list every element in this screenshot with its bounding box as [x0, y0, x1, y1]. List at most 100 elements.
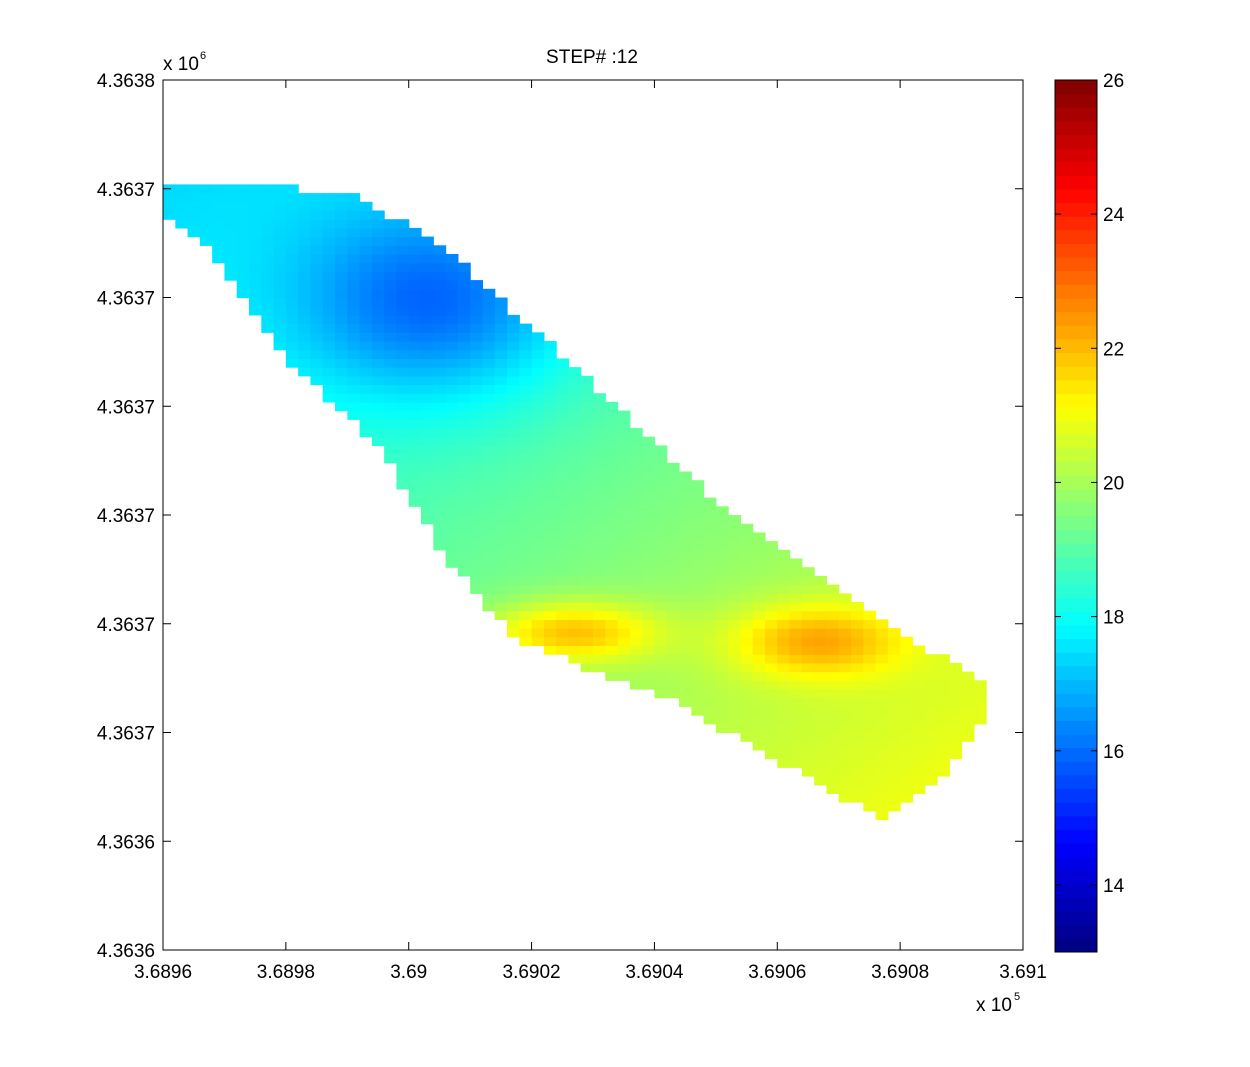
heatmap-cell — [249, 297, 262, 307]
heatmap-cell — [679, 689, 692, 699]
heatmap-cell — [765, 749, 778, 760]
heatmap-cell — [396, 306, 410, 316]
heatmap-cell — [445, 488, 459, 499]
heatmap-cell — [580, 541, 594, 551]
heatmap-cell — [298, 323, 312, 333]
heatmap-cell — [580, 532, 594, 542]
heatmap-cell — [777, 732, 791, 742]
heatmap-cell — [470, 297, 484, 307]
heatmap-cell — [703, 506, 717, 516]
heatmap-cell — [580, 393, 594, 403]
heatmap-cell — [310, 314, 324, 325]
heatmap-cell — [359, 367, 373, 377]
heatmap-cell — [863, 767, 877, 777]
heatmap-cell — [691, 549, 705, 560]
heatmap-cell — [494, 602, 508, 612]
heatmap-cell — [580, 558, 594, 568]
heatmap-cell — [494, 393, 508, 403]
heatmap-cell — [752, 541, 766, 551]
heatmap-cell — [408, 314, 422, 325]
heatmap-cell — [789, 689, 803, 699]
heatmap-cell — [642, 575, 656, 586]
heatmap-cell — [728, 610, 742, 620]
heatmap-cell — [310, 349, 324, 359]
heatmap-cell — [371, 410, 385, 420]
heatmap-cell — [740, 689, 754, 699]
heatmap-cell — [691, 697, 705, 707]
heatmap-cell — [629, 584, 643, 594]
heatmap-cell — [396, 349, 410, 359]
heatmap-cell — [777, 671, 791, 681]
heatmap-cell — [494, 436, 508, 446]
heatmap-cell — [654, 523, 668, 533]
heatmap-cell — [347, 245, 361, 255]
heatmap-cell — [310, 306, 324, 316]
heatmap-cell — [814, 628, 828, 638]
x-axis-multiplier: x 10 5 — [976, 991, 1020, 1016]
heatmap-cell — [310, 210, 324, 220]
heatmap-cell — [777, 558, 791, 568]
heatmap-cell — [593, 454, 606, 464]
heatmap-cell — [359, 410, 373, 420]
heatmap-cell — [593, 436, 606, 446]
heatmap-cell — [322, 323, 336, 333]
heatmap-cell — [752, 619, 766, 629]
heatmap-cell — [482, 558, 496, 568]
heatmap-cell — [814, 697, 828, 707]
heatmap-cell — [261, 314, 275, 325]
heatmap-cell — [543, 523, 557, 533]
heatmap-cell — [937, 680, 950, 690]
heatmap-cell — [617, 454, 631, 464]
heatmap-cell — [703, 715, 717, 725]
heatmap-cell — [556, 549, 570, 560]
heatmap-cell — [924, 689, 938, 699]
heatmap-cell — [507, 332, 520, 342]
heatmap-cell — [310, 280, 324, 290]
heatmap-cell — [470, 341, 484, 351]
heatmap-cell — [617, 567, 631, 577]
heatmap-cell — [543, 410, 557, 420]
heatmap-cell — [457, 306, 471, 316]
heatmap-cell — [445, 401, 459, 412]
heatmap-cell — [801, 680, 815, 690]
heatmap-cell — [666, 610, 680, 620]
heatmap-cell — [777, 758, 791, 768]
heatmap-cell — [396, 280, 410, 290]
heatmap-cell — [887, 741, 901, 751]
colorbar-strip — [1055, 311, 1097, 326]
heatmap-cell — [629, 523, 643, 533]
heatmap-cell — [703, 541, 717, 551]
heatmap-cell — [310, 201, 324, 212]
heatmap-cell — [224, 219, 238, 229]
heatmap-cell — [605, 593, 619, 603]
heatmap-cell — [457, 280, 471, 290]
heatmap-cell — [408, 401, 422, 412]
colorbar-strip — [1055, 652, 1097, 667]
heatmap-cell — [543, 541, 557, 551]
heatmap-cell — [470, 280, 484, 290]
heatmap-cell — [617, 462, 631, 473]
heatmap-cell — [728, 628, 742, 638]
heatmap-cell — [531, 367, 545, 377]
heatmap-cell — [396, 428, 410, 438]
heatmap-cell — [298, 210, 312, 220]
heatmap-cell — [261, 245, 275, 255]
heatmap-cell — [433, 506, 447, 516]
heatmap-cell — [777, 575, 791, 586]
heatmap-cell — [568, 610, 582, 620]
heatmap-cell — [814, 584, 828, 594]
heatmap-cell — [531, 410, 545, 420]
heatmap-cell — [654, 541, 668, 551]
heatmap-cell — [433, 384, 447, 394]
heatmap-cell — [421, 236, 434, 246]
heatmap-cell — [543, 375, 557, 386]
heatmap-cell — [629, 602, 643, 612]
heatmap-cell — [679, 480, 692, 490]
heatmap-cell — [531, 375, 545, 386]
heatmap-cell — [556, 488, 570, 499]
heatmap-cell — [728, 602, 742, 612]
heatmap-cell — [863, 645, 877, 655]
heatmap-cell — [470, 584, 484, 594]
heatmap-cell — [740, 541, 754, 551]
heatmap-cell — [457, 297, 471, 307]
